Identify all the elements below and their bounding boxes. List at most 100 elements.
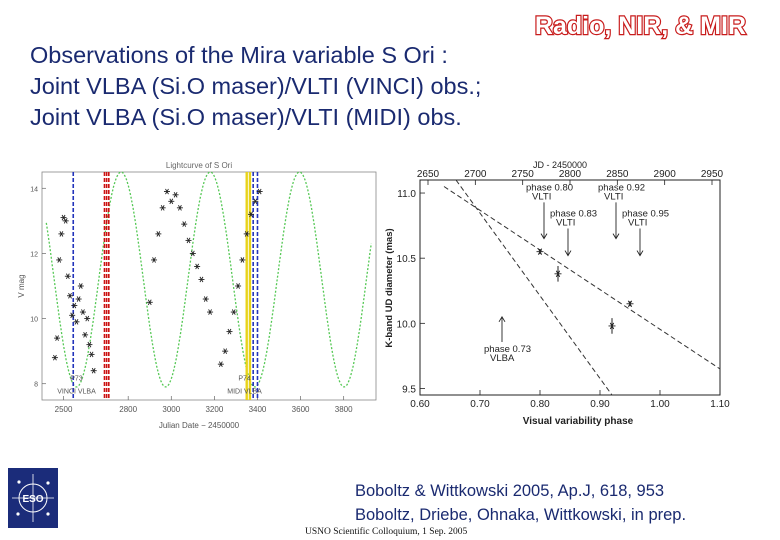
lightcurve-title: Lightcurve of S Ori bbox=[166, 161, 232, 170]
diameter-phase-label: phase 0.83 bbox=[550, 208, 597, 219]
diameter-frame bbox=[419, 179, 721, 396]
lightcurve-observation-point bbox=[198, 276, 205, 283]
lightcurve-observation-point bbox=[67, 292, 74, 299]
title-line-1: Observations of the Mira variable S Ori … bbox=[30, 42, 448, 68]
diameter-fit-line bbox=[443, 186, 721, 370]
lightcurve-observation-point bbox=[155, 231, 162, 237]
diameter-phase-sublabel: VLTI bbox=[532, 191, 551, 202]
lightcurve-observation-point bbox=[58, 231, 65, 237]
diameter-xtick-label: 1.00 bbox=[650, 399, 670, 410]
diameter-ytick-label: 10.5 bbox=[397, 254, 417, 265]
lightcurve-xtick-label: 3600 bbox=[292, 405, 310, 414]
lightcurve-observation-point bbox=[64, 273, 71, 280]
diameter-ytick-label: 10.0 bbox=[397, 319, 417, 330]
lightcurve-observation-point bbox=[176, 205, 183, 211]
diameter-xlabel: Visual variability phase bbox=[523, 416, 634, 427]
diameter-top-tick-label: 2900 bbox=[654, 169, 677, 180]
eso-logo: ESO bbox=[8, 468, 58, 528]
diameter-phase-arrowhead bbox=[636, 250, 644, 257]
lightcurve-observation-point bbox=[77, 283, 84, 289]
slide-tag: Radio, NIR, & MIR bbox=[534, 11, 748, 41]
lightcurve-observation-point bbox=[256, 188, 263, 195]
lightcurve-annotation: P73 bbox=[70, 375, 83, 382]
lightcurve-observation-point bbox=[73, 319, 80, 325]
lightcurve-observation-point bbox=[86, 341, 93, 348]
lightcurve-observation-point bbox=[79, 309, 86, 315]
diameter-top-tick-label: 2650 bbox=[417, 169, 440, 180]
diameter-data-point bbox=[626, 300, 634, 308]
diameter-top-tick-label: 2800 bbox=[559, 169, 582, 180]
diameter-fit-line bbox=[455, 179, 613, 396]
lightcurve-observation-point bbox=[202, 296, 209, 302]
lightcurve-observation-point bbox=[207, 309, 214, 315]
diameter-ylabel: K-band UD diameter (mas) bbox=[384, 228, 395, 347]
lightcurve-xtick-label: 3000 bbox=[162, 405, 180, 414]
lightcurve-model-curve bbox=[45, 171, 372, 388]
diameter-ytick-label: 11.0 bbox=[397, 189, 416, 200]
lightcurve-observation-point bbox=[159, 205, 166, 211]
diameter-top-tick-label: 2850 bbox=[606, 169, 629, 180]
lightcurve-observation-point bbox=[90, 367, 97, 374]
diameter-data-point bbox=[608, 322, 616, 330]
lightcurve-observation-point bbox=[189, 250, 196, 257]
lightcurve-observation-point bbox=[185, 237, 192, 244]
lightcurve-observation-point bbox=[71, 302, 78, 309]
eso-logo-text: ESO bbox=[22, 494, 43, 505]
lightcurve-observation-point bbox=[54, 335, 61, 341]
lightcurve-observation-point bbox=[151, 257, 158, 263]
diameter-phase-arrowhead bbox=[540, 233, 548, 240]
lightcurve-observation-point bbox=[252, 198, 259, 205]
diameter-phase-sublabel: VLBA bbox=[490, 353, 515, 364]
lightcurve-observation-point bbox=[82, 332, 89, 338]
diameter-phase-sublabel: VLTI bbox=[628, 217, 647, 228]
diameter-data-point bbox=[554, 270, 562, 278]
lightcurve-ytick-label: 10 bbox=[30, 317, 38, 324]
lightcurve-observation-point bbox=[181, 221, 188, 227]
lightcurve-observation-point bbox=[172, 191, 179, 198]
lightcurve-observation-point bbox=[222, 348, 229, 354]
diameter-phase-sublabel: VLTI bbox=[556, 217, 575, 228]
lightcurve-observation-point bbox=[88, 351, 95, 358]
lightcurve-observation-point bbox=[51, 354, 58, 361]
lightcurve-observation-point bbox=[163, 188, 170, 195]
slide-tag-text: Radio, NIR, & MIR bbox=[535, 12, 746, 40]
lightcurve-chart: Lightcurve of S Ori Julian Date − 245000… bbox=[17, 161, 377, 430]
diameter-phase-arrowhead bbox=[564, 250, 572, 257]
lightcurve-observation-point bbox=[230, 309, 237, 315]
lightcurve-ylabel: V mag bbox=[17, 274, 26, 297]
slide-title: Observations of the Mira variable S Ori … bbox=[30, 40, 620, 133]
lightcurve-frame bbox=[41, 171, 377, 401]
diameter-xtick-label: 0.70 bbox=[470, 399, 490, 410]
diameter-top-axis-label: JD - 2450000 bbox=[533, 160, 587, 170]
diameter-xtick-label: 1.10 bbox=[710, 399, 730, 410]
lightcurve-observation-point bbox=[235, 283, 242, 289]
diameter-xtick-label: 0.60 bbox=[410, 399, 430, 410]
lightcurve-xtick-label: 3800 bbox=[335, 405, 353, 414]
lightcurve-xtick-label: 2500 bbox=[55, 405, 73, 414]
lightcurve-ytick-label: 14 bbox=[30, 186, 38, 193]
lightcurve-annotation: VINCI VLBA bbox=[57, 388, 96, 395]
lightcurve-observation-point bbox=[168, 198, 175, 205]
lightcurve-observation-point bbox=[226, 328, 233, 335]
lightcurve-observation-point bbox=[217, 361, 224, 367]
lightcurve-ytick-label: 8 bbox=[34, 382, 38, 389]
lightcurve-xtick-label: 2800 bbox=[119, 405, 137, 414]
lightcurve-observation-point bbox=[84, 315, 91, 322]
footer-text: USNO Scientific Colloquium, 1 Sep. 2005 bbox=[305, 527, 468, 537]
diameter-xtick-label: 0.90 bbox=[590, 399, 610, 410]
reference-2: Boboltz, Driebe, Ohnaka, Wittkowski, in … bbox=[355, 506, 687, 524]
diameter-phase-arrowhead bbox=[612, 233, 620, 240]
lightcurve-xtick-label: 3400 bbox=[249, 405, 267, 414]
lightcurve-annotation: P74 bbox=[238, 375, 251, 382]
lightcurve-observation-point bbox=[239, 257, 246, 263]
diameter-phase-label: phase 0.80 bbox=[526, 182, 573, 193]
diameter-phase-chart: JD - 2450000 Visual variability phase K-… bbox=[384, 160, 730, 427]
diameter-phase-sublabel: VLTI bbox=[604, 191, 623, 202]
lightcurve-observation-point bbox=[194, 263, 201, 270]
lightcurve-ytick-label: 12 bbox=[30, 251, 38, 258]
lightcurve-xtick-label: 3200 bbox=[205, 405, 223, 414]
eso-logo-star-tl bbox=[17, 480, 21, 484]
lightcurve-observation-point bbox=[69, 312, 76, 319]
lightcurve-observation-point bbox=[146, 299, 153, 306]
diameter-top-tick-label: 2750 bbox=[512, 169, 535, 180]
